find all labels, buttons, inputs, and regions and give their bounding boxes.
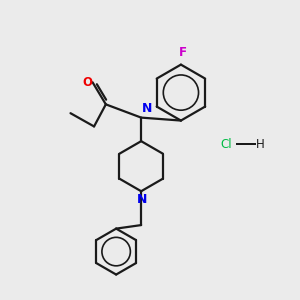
Text: N: N	[142, 102, 152, 115]
Text: O: O	[82, 76, 92, 89]
Text: N: N	[136, 193, 147, 206]
Text: Cl: Cl	[221, 138, 232, 151]
Text: H: H	[256, 138, 265, 151]
Text: F: F	[178, 46, 186, 59]
